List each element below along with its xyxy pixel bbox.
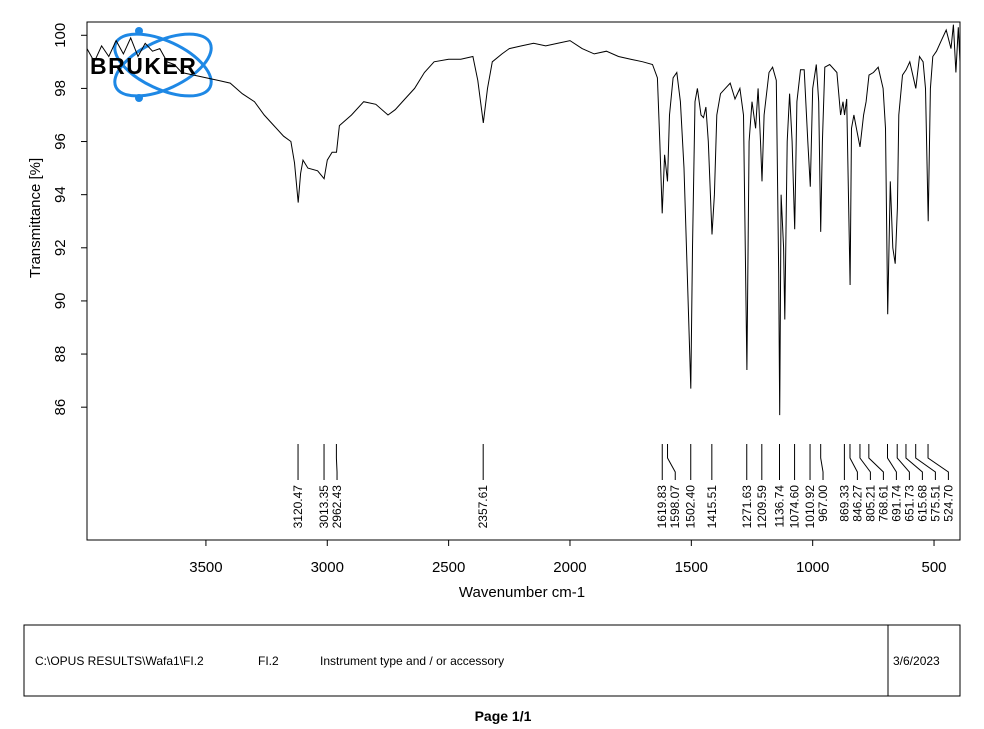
peak-marker bbox=[859, 444, 871, 480]
peak-label: 651.73 bbox=[902, 485, 916, 522]
peak-label: 1502.40 bbox=[684, 485, 698, 529]
peak-marker bbox=[849, 444, 858, 480]
y-tick-label: 96 bbox=[52, 133, 69, 150]
y-tick-label: 92 bbox=[52, 239, 69, 256]
peak-label: 524.70 bbox=[941, 485, 955, 522]
y-tick-label: 90 bbox=[52, 293, 69, 310]
y-tick-label: 86 bbox=[52, 399, 69, 416]
bruker-logo: BRUKER bbox=[90, 27, 213, 102]
x-tick-label: 2500 bbox=[432, 559, 465, 576]
footer-sample: FI.2 bbox=[258, 654, 279, 668]
peak-label: 1136.74 bbox=[772, 485, 786, 528]
footer-date: 3/6/2023 bbox=[893, 654, 940, 668]
peak-label: 615.68 bbox=[915, 485, 929, 522]
peak-label: 805.21 bbox=[863, 485, 877, 522]
y-tick-label: 88 bbox=[52, 346, 69, 363]
peak-label: 575.51 bbox=[928, 485, 942, 522]
footer-instrument: Instrument type and / or accessory bbox=[320, 654, 504, 668]
footer-path: C:\OPUS RESULTS\Wafa1\FI.2 bbox=[35, 654, 204, 668]
x-tick-label: 3000 bbox=[311, 559, 344, 576]
y-tick-label: 100 bbox=[52, 23, 69, 48]
spectrum-line bbox=[86, 24, 961, 416]
peak-label: 846.27 bbox=[850, 485, 864, 522]
peak-marker bbox=[915, 444, 936, 480]
peak-label: 1074.60 bbox=[788, 485, 802, 529]
y-tick-label: 98 bbox=[52, 80, 69, 97]
peak-label: 691.74 bbox=[889, 485, 903, 522]
peak-marker bbox=[820, 444, 824, 480]
peak-label: 1271.63 bbox=[740, 485, 754, 529]
peak-marker bbox=[905, 444, 923, 480]
peak-label: 1619.83 bbox=[655, 485, 669, 529]
peak-label: 768.61 bbox=[876, 485, 890, 522]
footer-box bbox=[23, 624, 961, 697]
peak-marker bbox=[667, 444, 676, 480]
peak-marker bbox=[886, 444, 897, 480]
x-tick-label: 3500 bbox=[189, 559, 222, 576]
logo-orbit bbox=[113, 32, 213, 98]
peak-label: 1415.51 bbox=[705, 485, 719, 529]
peak-label: 967.00 bbox=[816, 485, 830, 522]
x-tick-label: 500 bbox=[922, 559, 947, 576]
peak-label: 3013.35 bbox=[317, 485, 331, 529]
peak-label: 1010.92 bbox=[803, 485, 817, 529]
logo-orbit bbox=[113, 32, 213, 98]
peak-marker bbox=[868, 444, 884, 480]
peak-label: 869.33 bbox=[837, 485, 851, 522]
logo-dot bbox=[135, 94, 143, 102]
peak-label: 1209.59 bbox=[755, 485, 769, 529]
y-tick-label: 94 bbox=[52, 186, 69, 203]
logo-text: BRUKER bbox=[90, 53, 197, 79]
peak-marker bbox=[927, 444, 949, 480]
x-tick-label: 1500 bbox=[675, 559, 708, 576]
plot-frame bbox=[86, 21, 961, 541]
y-axis-label: Transmittance [%] bbox=[27, 158, 44, 278]
peak-label: 2357.61 bbox=[476, 485, 490, 529]
peak-marker bbox=[335, 444, 338, 480]
peak-label: 2962.43 bbox=[330, 485, 344, 529]
peak-marker bbox=[896, 444, 910, 480]
x-axis-label: Wavenumber cm-1 bbox=[459, 584, 585, 601]
x-tick-label: 1000 bbox=[796, 559, 829, 576]
peak-label: 3120.47 bbox=[291, 485, 305, 529]
page-number: Page 1/1 bbox=[475, 708, 532, 724]
peak-label: 1598.07 bbox=[668, 485, 682, 529]
x-tick-label: 2000 bbox=[553, 559, 586, 576]
logo-dot bbox=[135, 27, 143, 35]
